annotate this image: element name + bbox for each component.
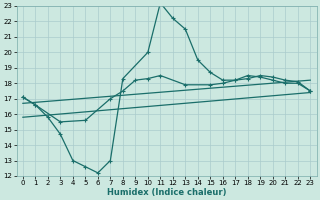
- X-axis label: Humidex (Indice chaleur): Humidex (Indice chaleur): [107, 188, 226, 197]
